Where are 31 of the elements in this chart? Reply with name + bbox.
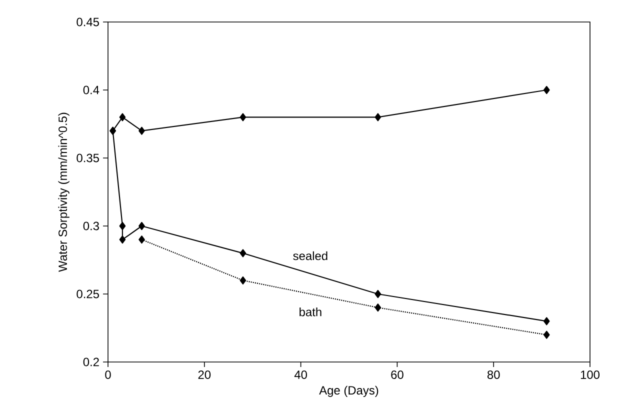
point: [119, 222, 126, 230]
point: [119, 236, 126, 244]
x-tick-label: 20: [198, 370, 211, 379]
point: [138, 126, 145, 135]
point: [240, 249, 246, 258]
x-tick-label: 60: [391, 370, 404, 379]
y-tick-label: 0.35: [76, 154, 99, 162]
y-tick-label: 0.45: [76, 18, 99, 26]
point: [240, 113, 246, 122]
series-label: bath: [300, 307, 322, 316]
point: [138, 222, 145, 230]
point: [543, 330, 550, 339]
y-axis-title: Water Sorptivity (mm/min^0.5): [58, 112, 70, 272]
x-tick-label: 40: [294, 370, 307, 379]
point: [240, 276, 246, 284]
y-tick-label: 0.4: [83, 86, 100, 94]
point: [543, 317, 550, 326]
y-tick-label: 0.25: [76, 290, 99, 298]
x-tick-label: 80: [487, 370, 500, 379]
y-tick-label: 0.3: [83, 222, 99, 230]
y-tick-label: 0.2: [83, 358, 99, 366]
point: [374, 113, 382, 122]
x-tick-label: 0: [105, 370, 111, 379]
point: [374, 304, 382, 312]
point: [119, 113, 126, 122]
point: [138, 236, 145, 244]
point: [374, 290, 382, 298]
x-tick-label: 100: [580, 370, 600, 379]
point: [543, 86, 550, 94]
x-axis-title: Age (Days): [319, 386, 378, 397]
series-label: sealed: [293, 251, 328, 260]
